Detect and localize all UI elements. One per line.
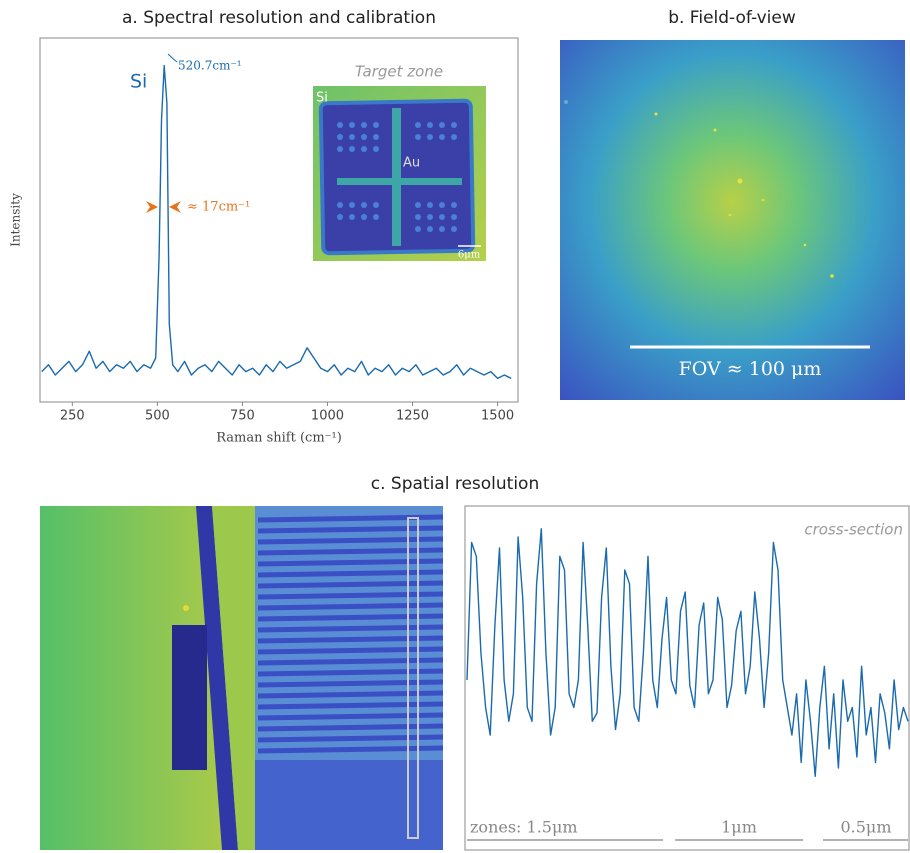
zone-label: 0.5μm (840, 818, 891, 837)
zone-label: 1μm (721, 818, 757, 837)
plot-frame (464, 505, 910, 851)
panel-title: b. Field-of-view (668, 8, 796, 28)
x-tick-label: 750 (230, 409, 255, 424)
inset-title: Target zone (355, 63, 443, 81)
panel-title: c. Spatial resolution (371, 474, 539, 494)
fwhm-arrow (146, 201, 158, 213)
x-tick-label: 1500 (481, 409, 514, 424)
y-axis-label: Intensity (9, 193, 23, 247)
x-tick-label: 1250 (396, 409, 429, 424)
inset-label: Si (316, 91, 328, 106)
peak-label: Si (130, 71, 147, 93)
peak-position: 520.7cm⁻¹ (178, 59, 242, 73)
inset-scale: 6μm (458, 250, 481, 261)
annotation-leader (167, 53, 178, 63)
fov-scale-label: FOV ≈ 100 μm (679, 358, 822, 380)
panel-title: a. Spectral resolution and calibration (122, 8, 436, 28)
line-series (466, 528, 909, 777)
line-series (41, 64, 512, 380)
plot-frame (39, 37, 519, 403)
inset-image (313, 86, 486, 261)
fwhm-label: ≈ 17cm⁻¹ (187, 200, 250, 215)
x-tick-label: 500 (145, 409, 170, 424)
resolution-image (40, 506, 444, 850)
fov-image (560, 40, 905, 400)
inset-label: Au (403, 156, 420, 171)
zone-label: zones: 1.5μm (470, 818, 578, 837)
x-axis-label: Raman shift (cm⁻¹) (216, 431, 342, 446)
annotation: cross-section (804, 521, 903, 539)
x-tick-label: 1000 (311, 409, 344, 424)
x-tick-label: 250 (60, 409, 85, 424)
fwhm-arrow (169, 201, 181, 213)
